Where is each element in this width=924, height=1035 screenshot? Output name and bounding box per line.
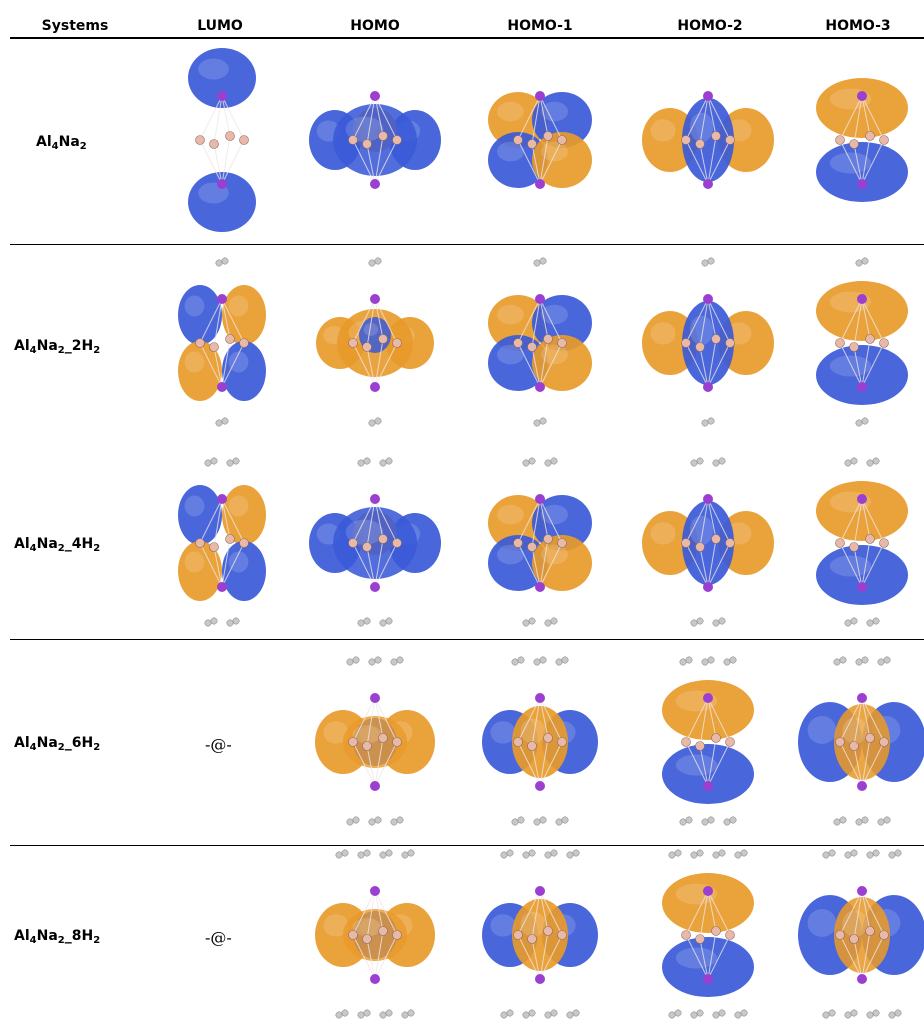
orbital-homo3-stacked [662,849,754,1019]
orbital-dumbbell [315,656,435,826]
orbital-homo-oblate [316,257,434,427]
row-label-al4na2-4h2: Al4Na2_4H2 [14,536,101,554]
header-homo-1: HOMO-1 [507,18,573,34]
orbital-homo-horizontal [309,91,441,189]
orbital-homo1-side [482,849,598,1019]
orbital-homo3-stacked [816,78,908,202]
row-separator [10,244,924,245]
lumo-not-available: -@- [205,735,232,754]
orbital-dumbbell [315,849,435,1019]
orbital-homo1-split [488,257,592,427]
header-systems: Systems [41,18,109,34]
orbital-lumo-quad [178,257,266,427]
orbital-homo3-stacked [662,656,754,826]
header-lumo: LUMO [197,18,243,34]
orbital-homo3-stacked [816,457,908,627]
header-rule [10,37,924,39]
header-homo-3: HOMO-3 [825,18,891,34]
row-label-al4na2-6h2: Al4Na2_6H2 [14,735,101,753]
orbital-homo-horizontal [309,457,441,627]
lumo-not-available: -@- [205,928,232,947]
row-label-al4na2: Al4Na2 [36,134,87,152]
header-homo: HOMO [350,18,400,34]
orbital-homo2-side [642,457,774,627]
orbital-homo2-side [642,257,774,427]
orbital-homo1-split [488,457,592,627]
orbital-homo2-side [642,91,774,189]
table-header: Systems LUMO HOMO HOMO-1 HOMO-2 HOMO-3 [0,0,924,38]
row-separator [10,639,924,640]
orbital-lumo-vertical [188,48,256,232]
orbital-homo3-stacked [816,257,908,427]
header-homo-2: HOMO-2 [677,18,743,34]
row-separator [10,845,924,846]
orbital-homo1-split [488,91,592,189]
orbital-lumo-quad [178,457,266,627]
orbital-split-horizontal [798,656,924,826]
row-label-al4na2-2h2: Al4Na2_2H2 [14,338,101,356]
orbital-split-horizontal [798,849,924,1019]
row-label-al4na2-8h2: Al4Na2_8H2 [14,928,101,946]
orbital-homo1-side [482,656,598,826]
